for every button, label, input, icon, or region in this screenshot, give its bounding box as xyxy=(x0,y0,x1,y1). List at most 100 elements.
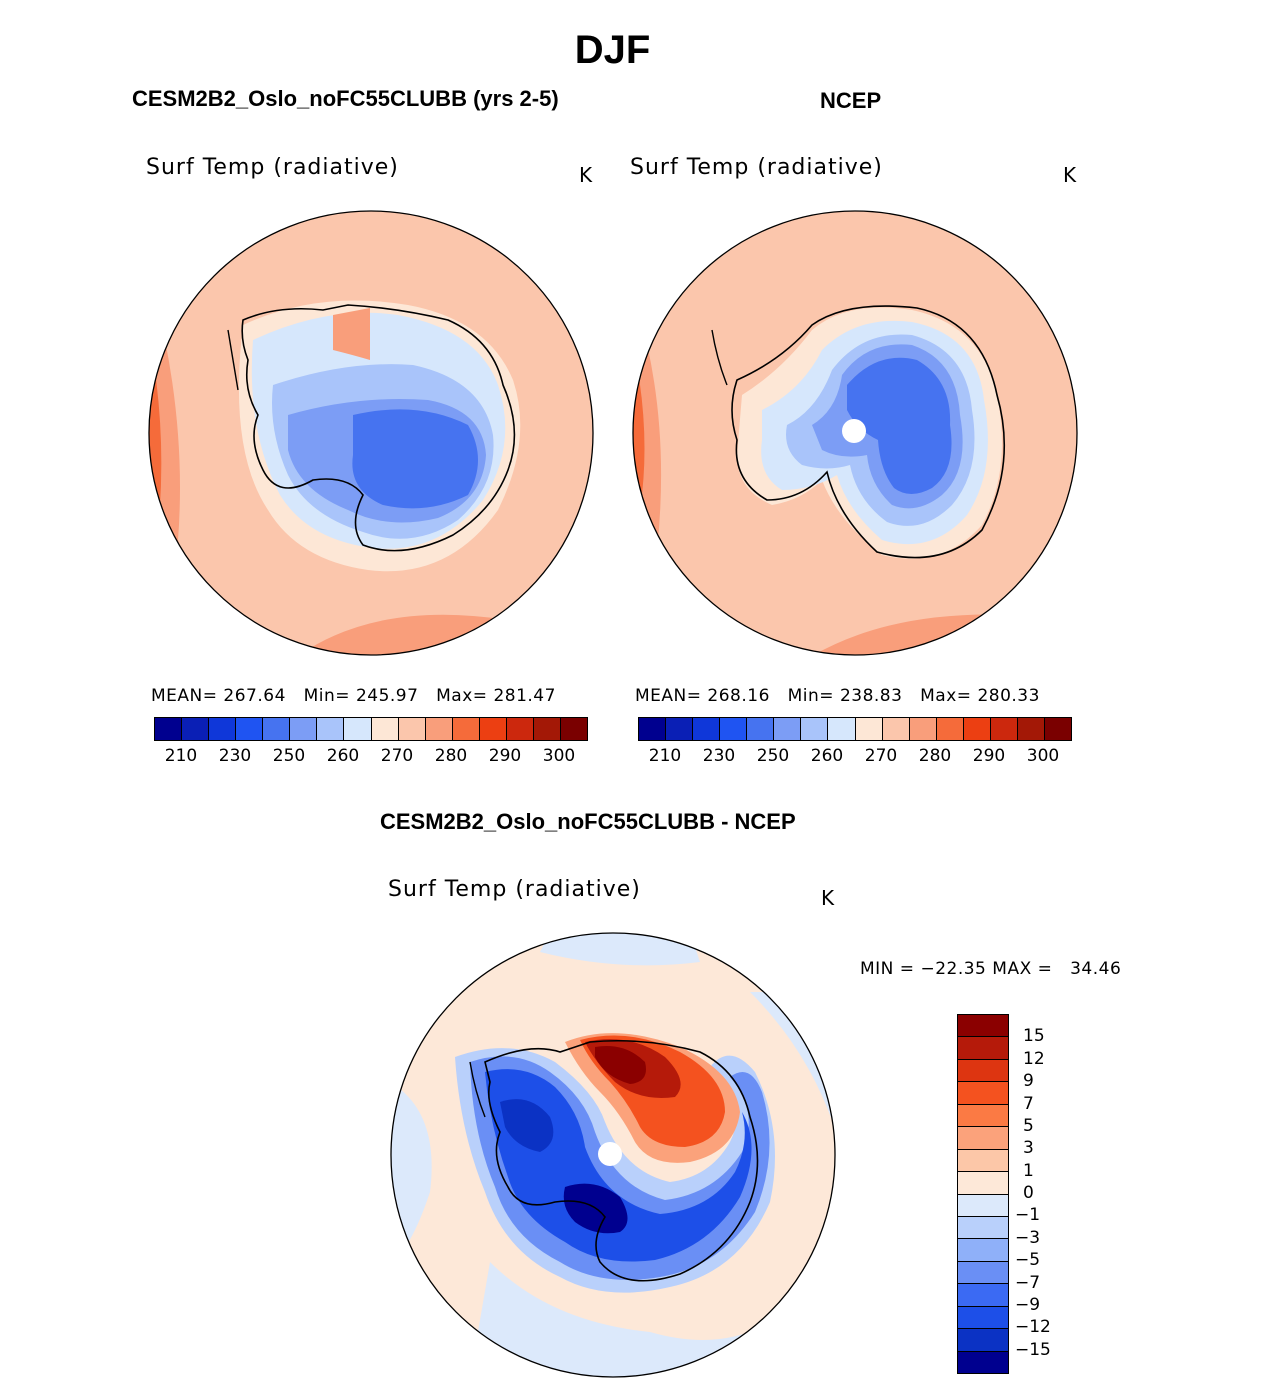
diff-variable-title: Surf Temp (radiative) xyxy=(388,877,641,902)
colorbar-swatch xyxy=(719,718,747,740)
colorbar-tick-label: 7 xyxy=(1023,1093,1034,1114)
obs-min-label: Min= xyxy=(787,686,835,706)
colorbar-tick-label: −1 xyxy=(1015,1205,1041,1226)
colorbar-tick-label: −3 xyxy=(1015,1227,1041,1248)
colorbar-tick-label: −9 xyxy=(1015,1294,1041,1315)
colorbar-swatch xyxy=(343,718,371,740)
obs-ice-core xyxy=(847,357,952,494)
colorbar-swatch xyxy=(958,1328,1008,1351)
colorbar-tick-label: −15 xyxy=(1015,1339,1051,1360)
model-variable-title: Surf Temp (radiative) xyxy=(146,155,399,180)
colorbar-tick-label: 210 xyxy=(648,746,682,766)
colorbar-swatch xyxy=(289,718,317,740)
obs-units: K xyxy=(1063,163,1077,187)
obs-min-value: 238.83 xyxy=(839,686,903,706)
model-map xyxy=(148,210,594,656)
colorbar-tick-label: 0 xyxy=(1023,1183,1034,1203)
colorbar-swatch xyxy=(505,718,533,740)
colorbar-swatch xyxy=(908,718,936,740)
colorbar-tick-label: −12 xyxy=(1015,1317,1051,1338)
diff-map xyxy=(390,932,836,1378)
model-case-title: CESM2B2_Oslo_noFC55CLUBB (yrs 2-5) xyxy=(132,86,559,111)
obs-map xyxy=(632,210,1078,656)
diff-max-value: 34.46 xyxy=(1070,959,1122,979)
colorbar-tick-label: 230 xyxy=(218,746,252,766)
colorbar-swatch xyxy=(424,718,452,740)
figure-title: DJF xyxy=(574,28,651,72)
colorbar-tick-label: 9 xyxy=(1023,1071,1034,1092)
colorbar-swatch xyxy=(532,718,560,740)
model-units: K xyxy=(579,163,593,187)
model-max-value: 281.47 xyxy=(493,686,556,706)
colorbar-tick-label: 250 xyxy=(272,746,306,766)
diff-pole-mask xyxy=(598,1142,622,1166)
obs-colorbar-ticks: 210 230 250 260 270 280 290 300 xyxy=(638,746,1070,768)
colorbar-tick-label: 270 xyxy=(380,746,414,766)
colorbar-swatch xyxy=(958,1015,1008,1037)
colorbar-swatch xyxy=(773,718,801,740)
colorbar-swatch xyxy=(316,718,344,740)
colorbar-swatch xyxy=(958,1148,1008,1172)
colorbar-swatch xyxy=(958,1171,1008,1194)
colorbar-swatch xyxy=(451,718,479,740)
obs-map-border xyxy=(632,210,1078,656)
colorbar-swatch xyxy=(559,718,587,740)
colorbar-swatch xyxy=(639,718,666,740)
diff-min-label: MIN = xyxy=(860,959,915,979)
diff-map-border xyxy=(390,932,836,1378)
colorbar-swatch xyxy=(958,1081,1008,1104)
colorbar-swatch xyxy=(958,1350,1008,1373)
colorbar-tick-label: 300 xyxy=(542,746,576,766)
colorbar-tick-label: 280 xyxy=(918,746,952,766)
colorbar-tick-label: 210 xyxy=(164,746,198,766)
colorbar-tick-label: 290 xyxy=(488,746,522,766)
diff-coastline xyxy=(484,1039,759,1282)
colorbar-swatch xyxy=(854,718,882,740)
colorbar-swatch xyxy=(181,718,209,740)
colorbar-swatch xyxy=(958,1215,1008,1239)
diff-stats: MIN = −22.35 MAX = 34.46 xyxy=(860,959,1121,979)
colorbar-swatch xyxy=(958,1036,1008,1059)
colorbar-swatch xyxy=(881,718,909,740)
colorbar-swatch xyxy=(1043,718,1071,740)
model-min-label: Min= xyxy=(303,686,351,706)
colorbar-swatch xyxy=(827,718,855,740)
colorbar-tick-label: 260 xyxy=(326,746,360,766)
diff-colorbar-ticks: 15 12 9 7 5 3 1 0 −1 −3 −5 −7 −9 −12 −15 xyxy=(1015,1014,1075,1372)
obs-mean-value: 268.16 xyxy=(707,686,770,706)
model-mean-value: 267.64 xyxy=(223,686,286,706)
colorbar-swatch xyxy=(1016,718,1044,740)
colorbar-swatch xyxy=(235,718,263,740)
diff-case-title: CESM2B2_Oslo_noFC55CLUBB - NCEP xyxy=(380,809,796,834)
colorbar-swatch xyxy=(155,718,182,740)
colorbar-tick-label: 290 xyxy=(972,746,1006,766)
obs-case-title: NCEP xyxy=(820,88,882,113)
colorbar-tick-label: 250 xyxy=(756,746,790,766)
colorbar-swatch xyxy=(958,1126,1008,1149)
colorbar-tick-label: 15 xyxy=(1023,1026,1045,1047)
colorbar-swatch xyxy=(958,1058,1008,1082)
colorbar-swatch xyxy=(958,1283,1008,1306)
obs-coastline xyxy=(731,305,1006,559)
diff-min-value: −22.35 xyxy=(920,959,987,979)
obs-variable-title: Surf Temp (radiative) xyxy=(630,155,883,180)
diff-max-label: MAX = xyxy=(992,959,1053,979)
colorbar-tick-label: 12 xyxy=(1023,1048,1045,1069)
model-mean-label: MEAN= xyxy=(151,686,218,706)
colorbar-swatch xyxy=(800,718,828,740)
obs-colorbar xyxy=(638,717,1072,741)
colorbar-swatch xyxy=(958,1305,1008,1329)
obs-stats: MEAN= 268.16 Min= 238.83 Max= 280.33 xyxy=(635,686,1040,706)
colorbar-swatch xyxy=(746,718,774,740)
model-colorbar-ticks: 210 230 250 260 270 280 290 300 xyxy=(154,746,586,768)
model-min-value: 245.97 xyxy=(355,686,419,706)
obs-max-value: 280.33 xyxy=(977,686,1040,706)
colorbar-swatch xyxy=(692,718,720,740)
model-stats: MEAN= 267.64 Min= 245.97 Max= 281.47 xyxy=(151,686,556,706)
colorbar-tick-label: 260 xyxy=(810,746,844,766)
colorbar-swatch xyxy=(665,718,693,740)
obs-max-label: Max= xyxy=(920,686,972,706)
model-ice-core xyxy=(352,409,478,509)
obs-pole-mask xyxy=(842,419,866,443)
colorbar-swatch xyxy=(935,718,963,740)
